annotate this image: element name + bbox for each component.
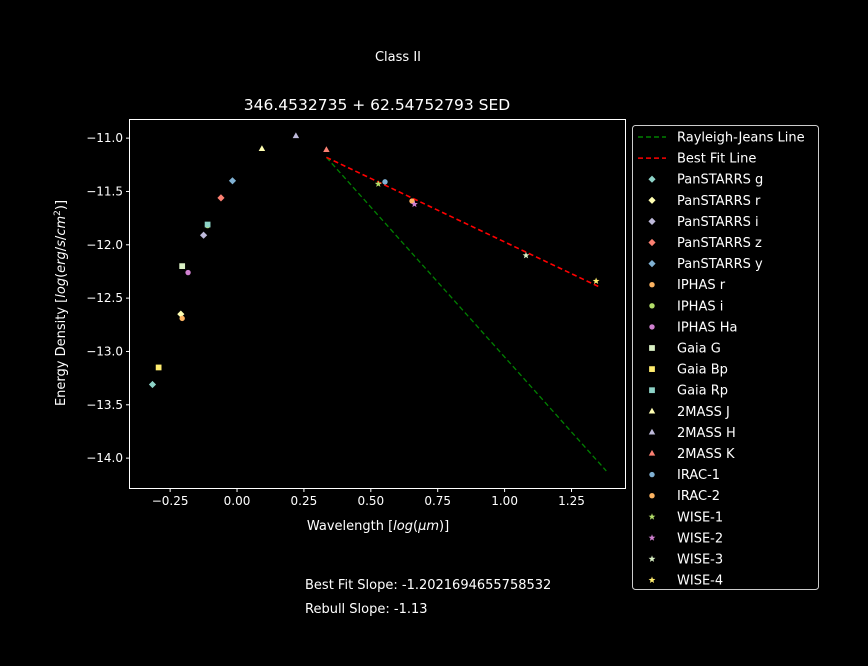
point-panstarrs-z xyxy=(217,194,225,202)
legend: Rayleigh-Jeans Line Best Fit Line PanSTARR… xyxy=(632,125,819,590)
point-gaia-g xyxy=(179,263,186,270)
y-tick-label: −12.0 xyxy=(86,238,123,252)
suptitle: Class II xyxy=(375,50,421,65)
legend-label: PanSTARRS i xyxy=(677,215,759,230)
y-tick-label: −14.0 xyxy=(86,451,123,465)
legend-label: IPHAS r xyxy=(677,278,726,293)
legend-label: IRAC-2 xyxy=(677,489,720,504)
legend-marker xyxy=(648,428,656,435)
point-irac-1 xyxy=(382,179,388,185)
y-tick-label: −13.5 xyxy=(86,398,123,412)
legend-marker xyxy=(649,471,655,478)
y-tick-label: −12.5 xyxy=(86,291,123,305)
legend-label: WISE-1 xyxy=(677,510,723,525)
legend-marker xyxy=(648,513,656,520)
y-tick-label: −13.0 xyxy=(86,344,123,358)
legend-marker xyxy=(648,555,656,562)
y-axis-ticks: −11.0 −11.5 −12.0 −12.5 −13.0 −13.5 −14.0 xyxy=(86,131,130,465)
legend-marker xyxy=(648,238,656,247)
point-wise-1 xyxy=(374,180,382,187)
legend-marker xyxy=(648,196,656,204)
legend-label: Gaia Rp xyxy=(677,384,728,399)
legend-label: PanSTARRS g xyxy=(677,173,763,188)
x-tick-label: 0.50 xyxy=(357,494,384,508)
fit-lines xyxy=(325,156,607,472)
legend-label: 2MASS J xyxy=(677,405,730,420)
x-axis-label: Wavelength [log(μm)] xyxy=(307,519,449,534)
legend-marker xyxy=(648,576,656,584)
legend-marker xyxy=(648,407,656,414)
legend-marker xyxy=(648,449,656,456)
legend-marker xyxy=(649,282,655,288)
x-tick-label: 0.75 xyxy=(424,494,451,508)
legend-label: 2MASS H xyxy=(677,426,736,441)
legend-marker xyxy=(649,387,655,394)
legend-label: 2MASS K xyxy=(677,447,735,462)
x-tick-label: 1.25 xyxy=(558,494,585,508)
legend-marker xyxy=(649,324,655,330)
legend-label: Gaia G xyxy=(677,342,721,357)
legend-label: WISE-2 xyxy=(677,531,723,546)
legend-label: IRAC-1 xyxy=(677,468,720,483)
legend-marker xyxy=(649,493,655,499)
legend-marker xyxy=(649,303,655,309)
plot-area: −0.25 0.00 0.25 0.50 0.75 1.00 1.25 −11.0 −11.5… xyxy=(86,119,626,508)
legend-label: PanSTARRS z xyxy=(677,236,762,251)
x-tick-label: 1.00 xyxy=(491,494,518,508)
point-2mass-j xyxy=(258,145,266,151)
legend-marker xyxy=(648,534,656,541)
point-panstarrs-y xyxy=(228,177,237,185)
data-points xyxy=(148,132,600,389)
legend-label: Rayleigh-Jeans Line xyxy=(677,131,805,146)
line-rayleigh-jeans-line xyxy=(325,156,607,472)
point-iphas-ha xyxy=(185,269,191,276)
legend-label: IPHAS i xyxy=(677,299,723,314)
legend-marker xyxy=(648,217,656,225)
point-wise-3 xyxy=(522,251,530,259)
y-tick-label: −11.0 xyxy=(86,131,123,145)
plot-frame xyxy=(129,119,626,489)
legend-label: Gaia Bp xyxy=(677,363,728,378)
rebull-slope-text: Rebull Slope: -1.13 xyxy=(305,602,428,617)
point-2mass-k xyxy=(323,146,330,153)
point-panstarrs-g xyxy=(148,380,157,389)
x-tick-label: 0.25 xyxy=(291,494,318,508)
legend-marker xyxy=(648,260,656,268)
legend-label: WISE-3 xyxy=(677,553,723,568)
legend-box xyxy=(632,125,819,590)
point-wise-4 xyxy=(592,277,600,284)
y-tick-label: −11.5 xyxy=(86,184,123,198)
x-tick-label: 0.00 xyxy=(224,494,251,508)
point-2mass-h xyxy=(292,132,300,139)
chart-title: 346.4532735 + 62.54752793 SED xyxy=(244,96,510,114)
y-axis-label: Energy Density [log(erg/s/cm2)] xyxy=(53,200,69,406)
legend-label: Best Fit Line xyxy=(677,152,756,167)
point-irac-2 xyxy=(409,198,415,204)
legend-label: IPHAS Ha xyxy=(677,320,737,335)
point-gaia-bp xyxy=(155,364,162,371)
point-panstarrs-r xyxy=(177,310,185,318)
legend-marker xyxy=(649,366,655,372)
point-gaia-rp xyxy=(204,221,211,228)
legend-marker xyxy=(648,175,656,183)
legend-label: PanSTARRS r xyxy=(677,194,761,209)
legend-label: PanSTARRS y xyxy=(677,257,763,272)
legend-label: WISE-4 xyxy=(677,574,723,589)
point-iphas-r xyxy=(179,315,185,322)
best-fit-slope-text: Best Fit Slope: -1.2021694655758532 xyxy=(305,578,551,593)
point-panstarrs-i xyxy=(199,231,208,239)
line-best-fit-line xyxy=(326,156,599,288)
x-axis-ticks: −0.25 0.00 0.25 0.50 0.75 1.00 1.25 xyxy=(152,488,585,508)
point-wise-2 xyxy=(411,200,418,208)
legend-marker xyxy=(649,345,655,351)
x-tick-label: −0.25 xyxy=(152,494,189,508)
